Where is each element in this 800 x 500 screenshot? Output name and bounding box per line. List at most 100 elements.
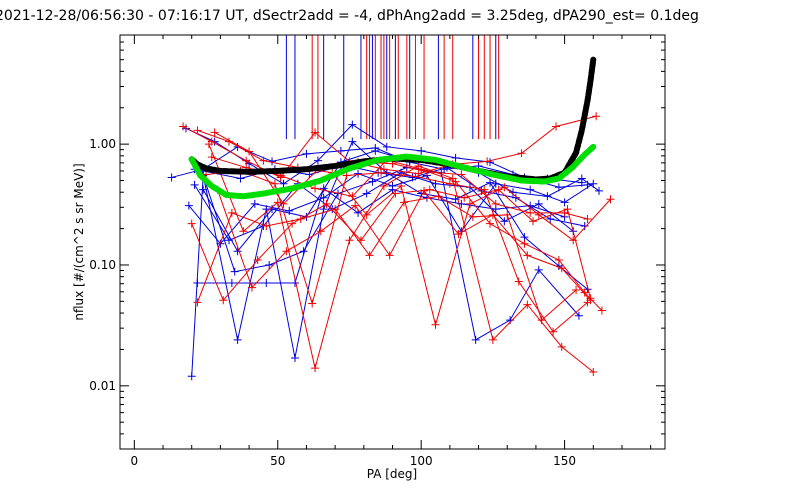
red-point-2-10	[529, 217, 538, 226]
red-point-1-5	[362, 210, 371, 219]
red-point-0-2	[242, 156, 251, 165]
red-point-2-8	[460, 193, 469, 202]
blue-point-6-10	[534, 265, 543, 274]
blue-point-7-1	[233, 247, 242, 256]
blue-point-6-11	[574, 311, 583, 320]
y-tick-label-1: 0.10	[89, 258, 116, 272]
blue-point-2-0	[184, 201, 193, 210]
red-point-8-6	[420, 186, 429, 195]
blue-point-7-0	[199, 185, 208, 194]
red-point-4-7	[445, 179, 454, 188]
red-point-5-2	[273, 198, 282, 207]
blue-point-4-9	[500, 217, 509, 226]
red-point-1-9	[500, 183, 509, 192]
red-point-5-0	[204, 140, 213, 149]
red-point-4-10	[549, 327, 558, 336]
red-point-8-1	[247, 283, 256, 292]
blue-point-3-4	[290, 353, 299, 362]
blue-point-8-10	[546, 215, 555, 224]
red-point-4-5	[377, 168, 386, 177]
red-point-3-6	[399, 198, 408, 207]
red-point-5-10	[557, 342, 566, 351]
x-tick-label-3: 150	[553, 454, 576, 468]
red-point-5-5	[379, 182, 388, 191]
blue-point-6-1	[230, 267, 239, 276]
red-point-4-3	[308, 299, 317, 308]
x-tick-label-1: 50	[270, 454, 285, 468]
x-axis-label: PA [deg]	[367, 467, 417, 481]
red-point-0-11	[552, 122, 560, 131]
red-point-4-8	[480, 185, 489, 194]
blue-point-3-6	[348, 137, 357, 146]
blue-point-2-2	[250, 199, 259, 208]
red-point-7-10	[560, 208, 569, 217]
red-point-0-0	[179, 122, 188, 131]
red-point-8-10	[557, 264, 566, 273]
red-point-1-8	[465, 199, 474, 208]
y-axis-label: nflux [#/(cm^2 s sr MeV)]	[72, 163, 86, 320]
red-point-1-0	[193, 126, 202, 135]
red-point-7-11	[583, 215, 592, 224]
red-point-6-7	[451, 177, 460, 186]
red-point-6-4	[348, 192, 357, 201]
red-point-4-4	[342, 171, 351, 180]
red-point-8-7	[454, 230, 463, 239]
blue-point-6-3	[299, 247, 308, 256]
red-point-6-3	[311, 184, 320, 193]
red-point-5-9	[523, 300, 532, 309]
blue-point-3-0	[187, 372, 196, 381]
red-point-6-9	[520, 239, 529, 248]
y-tick-label-2: 1.00	[89, 137, 116, 151]
blue-point-5-1	[227, 278, 236, 287]
red-point-7-6	[422, 167, 431, 176]
red-trace-8	[217, 189, 591, 301]
blue-point-0-4	[302, 149, 311, 158]
blue-point-8-1	[236, 174, 245, 183]
red-point-2-0	[187, 219, 196, 228]
red-point-5-3	[311, 364, 320, 373]
red-point-5-1	[239, 227, 248, 236]
blue-point-4-0	[190, 180, 199, 189]
blue-point-8-9	[511, 193, 520, 202]
red-point-2-9	[494, 185, 503, 194]
blue-point-2-11	[560, 198, 569, 207]
blue-point-0-0	[167, 173, 176, 182]
red-point-3-5	[365, 251, 374, 260]
red-point-3-9	[503, 210, 512, 219]
red-point-8-2	[282, 247, 291, 256]
red-trace-5	[208, 143, 594, 373]
red-point-5-4	[345, 236, 354, 245]
x-tick-label-2: 100	[410, 454, 433, 468]
red-point-8-8	[488, 210, 497, 219]
red-point-1-2	[259, 156, 268, 165]
red-trace-7	[214, 131, 588, 220]
fit-curves	[188, 56, 597, 200]
red-point-1-12	[606, 195, 615, 204]
blue-point-1-6	[382, 142, 391, 151]
blue-point-8-11	[580, 222, 589, 231]
red-point-6-6	[417, 165, 426, 174]
blue-point-1-5	[348, 120, 357, 129]
red-point-5-11	[589, 368, 598, 377]
red-point-1-6	[397, 182, 406, 191]
red-point-3-1	[227, 208, 236, 217]
plot-frame	[119, 34, 666, 450]
x-tick-label-0: 0	[131, 454, 139, 468]
blue-point-6-5	[368, 177, 377, 186]
red-point-2-1	[219, 296, 228, 305]
red-point-8-5	[385, 251, 394, 260]
red-point-7-0	[210, 128, 219, 137]
blue-trace-5	[197, 187, 565, 284]
red-point-3-3	[296, 215, 305, 224]
red-point-6-8	[486, 219, 495, 228]
red-point-8-9	[523, 251, 532, 260]
red-point-7-2	[279, 199, 288, 208]
axes: 0 50 100 150 0.01 0.10 1.00	[89, 34, 665, 468]
red-point-8-4	[351, 201, 360, 210]
red-point-3-8	[468, 212, 477, 221]
blue-point-4-5	[362, 189, 371, 198]
blue-point-2-5	[354, 169, 363, 178]
red-point-3-2	[262, 222, 271, 231]
red-point-7-7	[457, 170, 466, 179]
blue-point-7-10	[543, 192, 552, 201]
